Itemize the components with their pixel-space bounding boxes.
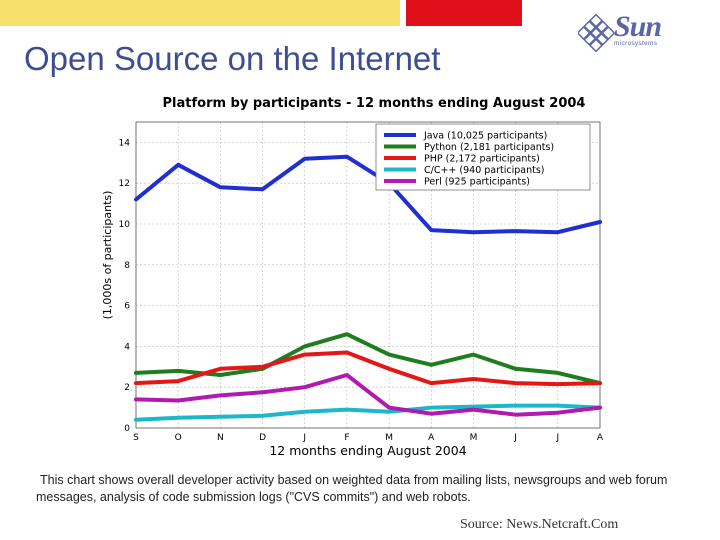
x-tick-label: J bbox=[555, 433, 559, 443]
y-tick-label: 0 bbox=[124, 424, 130, 434]
source-credit: Source: News.Netcraft.Com bbox=[460, 517, 619, 532]
legend-label-3: C/C++ (940 participants) bbox=[424, 165, 545, 176]
y-tick-label: 6 bbox=[124, 302, 130, 312]
y-axis-label: (1,000s of participants) bbox=[101, 191, 114, 320]
y-tick-label: 4 bbox=[124, 342, 130, 352]
x-axis-label: 12 months ending August 2004 bbox=[269, 443, 466, 458]
legend-label-0: Java (10,025 participants) bbox=[423, 131, 547, 142]
x-tick-label: F bbox=[344, 433, 349, 443]
legend-label-4: Perl (925 participants) bbox=[424, 177, 530, 188]
x-tick-label: D bbox=[259, 433, 266, 443]
x-tick-label: O bbox=[175, 433, 182, 443]
top-accent-bar-yellow bbox=[0, 0, 400, 26]
line-chart: Platform by participants - 12 months end… bbox=[101, 96, 604, 458]
y-tick-label: 10 bbox=[119, 220, 131, 230]
slide-title: Open Source on the Internet bbox=[24, 40, 441, 77]
y-tick-label: 14 bbox=[119, 138, 131, 148]
legend-label-2: PHP (2,172 participants) bbox=[424, 154, 540, 165]
series-line-0 bbox=[134, 154, 602, 235]
series-line-4 bbox=[134, 373, 602, 417]
x-tick-label: J bbox=[513, 433, 517, 443]
chart-caption: This chart shows overall developer activ… bbox=[36, 473, 668, 504]
x-tick-label: J bbox=[302, 433, 306, 443]
top-accent-bar-red bbox=[406, 0, 522, 26]
y-tick-label: 8 bbox=[124, 261, 130, 271]
x-tick-label: A bbox=[597, 433, 604, 443]
x-tick-label: S bbox=[133, 433, 139, 443]
y-tick-label: 2 bbox=[124, 383, 130, 393]
series-line-3 bbox=[134, 403, 602, 422]
logo-subtitle: microsystems bbox=[614, 40, 658, 47]
x-tick-label: A bbox=[428, 433, 435, 443]
logo-wordmark: Sun bbox=[614, 10, 662, 43]
y-tick-label: 12 bbox=[119, 179, 130, 189]
legend-label-1: Python (2,181 participants) bbox=[424, 142, 554, 153]
plot-frame bbox=[135, 121, 601, 429]
series-line-1 bbox=[134, 332, 602, 386]
x-tick-label: N bbox=[217, 433, 224, 443]
sun-logo-icon bbox=[578, 14, 616, 52]
x-tick-label: M bbox=[470, 433, 478, 443]
x-tick-label: M bbox=[385, 433, 393, 443]
series-line-2 bbox=[134, 350, 602, 387]
chart-title: Platform by participants - 12 months end… bbox=[163, 96, 586, 111]
